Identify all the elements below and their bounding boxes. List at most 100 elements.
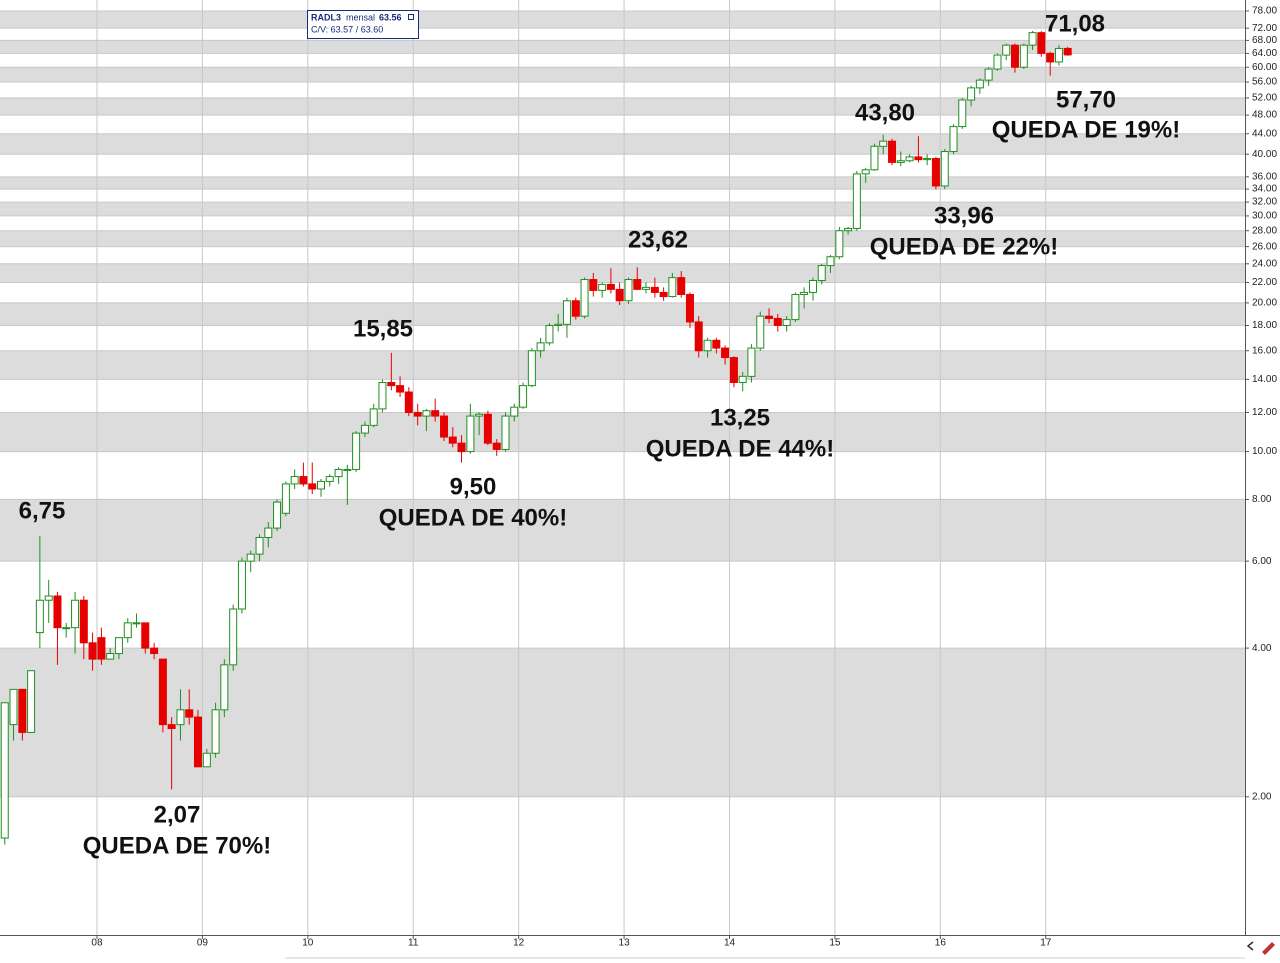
candle-body [35, 599, 44, 634]
y-tick-label: 12.00 [1252, 407, 1277, 418]
candle-body [317, 480, 326, 490]
candle-body [642, 286, 651, 290]
y-tick-label: 26.00 [1252, 241, 1277, 252]
candle-body [299, 476, 308, 485]
candle-body [598, 283, 607, 291]
candle-body [97, 637, 106, 660]
annotation: 71,08 [1045, 10, 1105, 37]
y-tick-label: 14.00 [1252, 374, 1277, 385]
candle-body [308, 483, 317, 490]
candle-body [211, 709, 220, 754]
candle-body [958, 99, 967, 128]
y-tick-label: 20.00 [1252, 298, 1277, 309]
candle-body [71, 599, 80, 629]
annotation: QUEDA DE 19%! [992, 116, 1180, 143]
y-tick-label: 32.00 [1252, 197, 1277, 208]
bands [0, 10, 1245, 797]
grid [0, 0, 1249, 939]
draw-tool-button[interactable] [1262, 942, 1275, 955]
candle-body [808, 280, 817, 293]
candle-body [88, 642, 97, 660]
y-tick-label: 16.00 [1252, 345, 1277, 356]
band [0, 648, 1245, 797]
candle-body [9, 688, 18, 726]
annotation: 13,25 [710, 404, 770, 431]
candle-body [905, 156, 914, 162]
candle-body [800, 291, 809, 295]
band [0, 40, 1245, 54]
candle-body [835, 230, 844, 258]
candle-body [132, 622, 141, 625]
candle-body [844, 227, 853, 232]
candle-body [457, 442, 466, 453]
labels: 2.00 4.00 6.00 8.00 10.00 12.00 14.00 16.00 18.0… [19, 6, 1278, 949]
candle-body [501, 415, 510, 450]
candle-body [448, 436, 457, 444]
annotation: QUEDA DE 70%! [83, 832, 271, 859]
band [0, 133, 1245, 155]
candle-body [580, 279, 589, 317]
candle-body [378, 381, 387, 410]
candle-body [369, 408, 378, 426]
candle-body [0, 702, 9, 839]
candle-body [896, 160, 905, 163]
annotation: 23,62 [628, 226, 688, 253]
band [0, 350, 1245, 380]
candle-body [466, 415, 475, 453]
candle-body [817, 265, 826, 282]
candle-body [141, 622, 150, 649]
candle-body [150, 647, 159, 655]
candle-body [1010, 44, 1019, 68]
candle-body [659, 291, 668, 298]
candle-body [1037, 32, 1046, 54]
annotation: QUEDA DE 22%! [870, 233, 1058, 260]
y-tick-label: 8.00 [1252, 494, 1272, 505]
candle-body [633, 279, 642, 290]
annotation: 33,96 [934, 202, 994, 229]
annotation: 9,50 [450, 473, 497, 500]
annotation: 57,70 [1056, 86, 1116, 113]
candle-body [255, 536, 264, 555]
scroll-left-button[interactable] [1246, 941, 1254, 951]
candle-body [422, 410, 431, 417]
x-tick-label: 12 [513, 938, 525, 949]
candle-body [220, 664, 229, 711]
y-tick-label: 6.00 [1252, 556, 1272, 567]
candle-body [53, 595, 62, 629]
candle-body [668, 277, 677, 298]
candle-body [519, 385, 528, 408]
candle-body [615, 288, 624, 302]
band [0, 230, 1245, 247]
candle-body [677, 277, 686, 295]
y-tick-label: 68.00 [1252, 35, 1277, 46]
x-tick-label: 10 [302, 938, 314, 949]
candle-body [545, 324, 554, 344]
candle-body [18, 688, 27, 733]
candle-body [352, 432, 361, 470]
info-toggle[interactable] [408, 14, 414, 20]
candle-body [44, 595, 53, 601]
candle-body [527, 350, 536, 387]
candle-body [176, 709, 185, 726]
y-tick-label: 78.00 [1252, 6, 1277, 17]
y-tick-label: 30.00 [1252, 211, 1277, 222]
candle-body [773, 317, 782, 326]
y-tick-label: 24.00 [1252, 258, 1277, 269]
candle-body [492, 442, 501, 450]
candle-body [791, 293, 800, 321]
candle-body [202, 752, 211, 768]
band [0, 302, 1245, 326]
candle-body [782, 319, 791, 326]
band [0, 499, 1245, 562]
candle-body [114, 637, 123, 655]
candle-body [826, 256, 835, 267]
annotation: QUEDA DE 40%! [379, 504, 567, 531]
candle-body [413, 411, 422, 417]
candle-body [923, 158, 932, 161]
candle-body [993, 54, 1002, 70]
y-tick-label: 44.00 [1252, 128, 1277, 139]
candle-body [396, 385, 405, 393]
